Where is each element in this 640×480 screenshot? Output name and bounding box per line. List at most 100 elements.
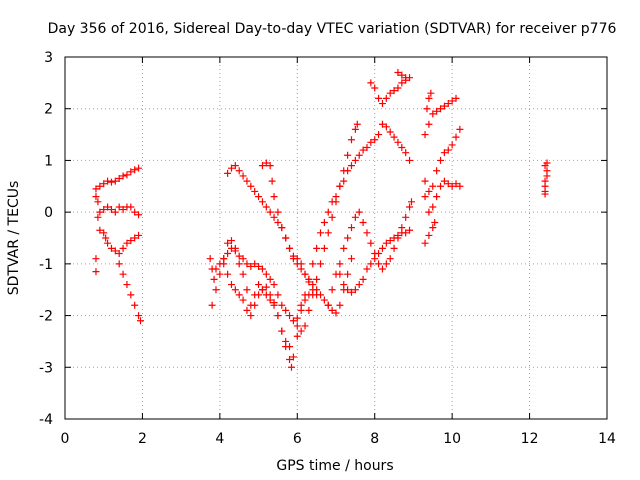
data-point: [406, 156, 414, 164]
y-tick-label: -1: [39, 257, 53, 273]
data-point: [347, 162, 355, 170]
data-point: [135, 312, 143, 320]
data-point: [328, 306, 336, 314]
data-point: [282, 306, 290, 314]
data-point: [378, 244, 386, 252]
data-point: [351, 156, 359, 164]
series-arc-18: [421, 218, 439, 247]
data-point: [320, 296, 328, 304]
data-point: [359, 218, 367, 226]
data-point: [274, 208, 282, 216]
data-point: [305, 306, 313, 314]
y-tick-label: -3: [39, 360, 53, 376]
data-point: [212, 286, 220, 294]
data-point: [390, 133, 398, 141]
data-point: [227, 281, 235, 289]
data-point: [378, 120, 386, 128]
data-point: [324, 208, 332, 216]
data-point: [541, 190, 549, 198]
data-point: [427, 89, 435, 97]
data-point: [255, 193, 263, 201]
data-point: [286, 312, 294, 320]
data-point: [96, 208, 104, 216]
data-point: [100, 229, 108, 237]
data-point: [258, 265, 266, 273]
data-point: [336, 182, 344, 190]
data-point: [266, 162, 274, 170]
data-point: [262, 283, 270, 291]
data-point: [115, 260, 123, 268]
data-point: [96, 182, 104, 190]
data-point: [351, 286, 359, 294]
data-point: [394, 84, 402, 92]
series-arc-7: [220, 260, 294, 351]
data-point: [210, 275, 218, 283]
data-point: [429, 224, 437, 232]
data-point: [347, 136, 355, 144]
data-point: [255, 262, 263, 270]
data-point: [378, 265, 386, 273]
data-point: [371, 84, 379, 92]
data-point: [239, 172, 247, 180]
data-point: [363, 229, 371, 237]
x-tick-label: 14: [598, 431, 616, 447]
data-point: [227, 164, 235, 172]
y-tick-label: 2: [44, 102, 53, 118]
data-point: [452, 180, 460, 188]
data-point: [127, 168, 135, 176]
y-tick-label: 1: [44, 153, 53, 169]
data-point: [287, 363, 295, 371]
data-point: [390, 87, 398, 95]
data-point: [216, 270, 224, 278]
data-point: [398, 79, 406, 87]
data-point: [359, 146, 367, 154]
data-point: [135, 164, 143, 172]
series-arc-2: [92, 193, 143, 219]
data-point: [282, 234, 290, 242]
data-point: [224, 270, 232, 278]
data-point: [371, 255, 379, 263]
data-point: [278, 327, 286, 335]
data-point: [344, 151, 352, 159]
data-point: [220, 260, 228, 268]
data-point: [336, 270, 344, 278]
data-point: [351, 125, 359, 133]
data-point: [268, 177, 276, 185]
data-point: [255, 291, 263, 299]
data-point: [258, 162, 266, 170]
chart-title: Day 356 of 2016, Sidereal Day-to-day VTE…: [48, 21, 617, 37]
data-point: [344, 234, 352, 242]
data-point: [297, 327, 305, 335]
data-point: [425, 120, 433, 128]
series-arc-14: [336, 226, 414, 296]
data-point: [107, 206, 115, 214]
data-point: [386, 89, 394, 97]
data-point: [359, 275, 367, 283]
data-point: [344, 286, 352, 294]
data-point: [115, 250, 123, 258]
data-point: [382, 239, 390, 247]
data-point: [375, 131, 383, 139]
data-point: [239, 270, 247, 278]
data-point: [92, 185, 100, 193]
data-point: [293, 332, 301, 340]
data-point: [433, 167, 441, 175]
data-point: [378, 100, 386, 108]
data-point: [227, 237, 235, 245]
data-point: [543, 167, 551, 175]
data-point: [243, 260, 251, 268]
data-point: [107, 244, 115, 252]
data-point: [305, 275, 313, 283]
data-point: [111, 208, 119, 216]
data-point: [251, 187, 259, 195]
y-tick-label: -2: [39, 309, 53, 325]
series-arc-4: [92, 255, 144, 325]
data-point: [425, 187, 433, 195]
data-point: [115, 203, 123, 211]
data-point: [429, 110, 437, 118]
data-point: [104, 177, 112, 185]
data-point: [394, 69, 402, 77]
data-point: [433, 107, 441, 115]
data-point: [382, 123, 390, 131]
data-point: [448, 97, 456, 105]
